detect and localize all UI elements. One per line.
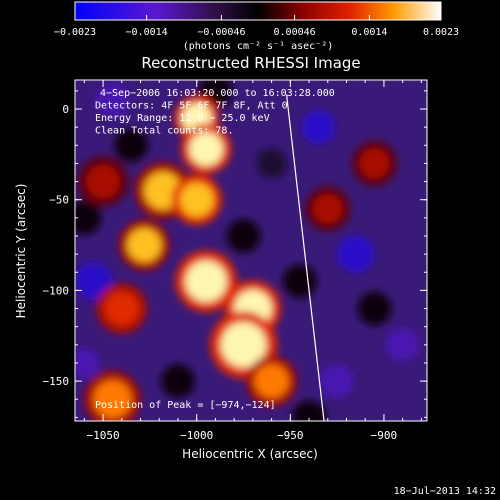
- dark-region: [226, 219, 261, 253]
- colorbar: −0.0023 −0.0014 −0.00046 0.00046 0.0014 0.002…: [54, 1, 459, 52]
- negative-blob: [95, 83, 130, 117]
- colorbar-gradient: [74, 1, 442, 21]
- negative-blob: [75, 262, 113, 301]
- dark-region: [161, 364, 195, 398]
- emission-blob: [185, 260, 227, 302]
- negative-blob: [75, 347, 100, 378]
- y-axis-ticks: 0 −50 −100 −150: [43, 90, 427, 418]
- x-axis-ticks: −1050 −1000 −950 −900: [83, 80, 422, 442]
- y-tick-label: 0: [62, 103, 69, 116]
- emission-blob: [86, 164, 120, 199]
- emission-blob: [127, 228, 162, 262]
- emission-blob: [359, 148, 390, 179]
- y-tick-label: −150: [43, 375, 70, 388]
- colorbar-tick-label: 0.0023: [423, 27, 459, 38]
- dark-region: [357, 291, 392, 326]
- peak-position-label: Position of Peak = [−974,−124]: [95, 400, 276, 411]
- y-tick-label: −100: [43, 284, 70, 297]
- x-tick-label: −950: [277, 429, 304, 442]
- colorbar-tick-label: −0.0014: [126, 27, 168, 38]
- x-axis-label: Heliocentric X (arcsec): [182, 447, 318, 461]
- negative-blob: [337, 235, 375, 273]
- x-tick-label: −900: [371, 429, 398, 442]
- plot-frame: [74, 79, 428, 422]
- colorbar-tick-label: −0.0023: [54, 27, 96, 38]
- colorbar-tick-label: 0.0014: [351, 27, 387, 38]
- dark-region: [292, 400, 326, 421]
- colorbar-tick-label: −0.00046: [197, 27, 245, 38]
- emission-blob: [254, 364, 289, 398]
- colorbar-tick-label: 0.00046: [274, 27, 316, 38]
- emission-blob: [189, 132, 223, 166]
- x-tick-label: −1000: [180, 429, 213, 442]
- x-tick-label: −1050: [87, 429, 120, 442]
- annotation-line: Detectors: 4F 5F 6F 7F 8F, Att 0: [95, 101, 288, 112]
- emission-blob: [221, 322, 266, 368]
- negative-blob: [320, 364, 354, 398]
- annotation-line: Clean Total counts: 78.: [95, 126, 233, 137]
- colorbar-ticks: −0.0023 −0.0014 −0.00046 0.00046 0.0014 0.002…: [54, 15, 459, 38]
- footer-date: 18−Jul−2013 14:32: [394, 486, 496, 497]
- annotation-line: Energy Range: 12.0 − 25.0 keV: [95, 113, 270, 124]
- emission-blob: [312, 193, 343, 224]
- negative-blob: [256, 148, 287, 179]
- negative-blob: [385, 327, 420, 362]
- negative-blob: [301, 110, 336, 145]
- emission-blob: [179, 182, 214, 217]
- colorbar-units: (photons cm⁻² s⁻¹ asec⁻²): [183, 41, 334, 52]
- emission-blob: [104, 291, 139, 326]
- image-area: [75, 80, 427, 421]
- solar-limb-line: [285, 94, 325, 421]
- y-tick-label: −50: [49, 194, 69, 207]
- intensity-blobs: [75, 80, 420, 421]
- y-axis-label: Heliocentric Y (arcsec): [14, 184, 28, 319]
- dark-region: [282, 264, 317, 299]
- dark-region: [75, 201, 102, 235]
- dark-region: [114, 128, 149, 163]
- annotation-line: 4−Sep−2006 16:03:20.000 to 16:03:28.000: [100, 88, 335, 99]
- image-annotations: 4−Sep−2006 16:03:20.000 to 16:03:28.000 D…: [95, 88, 335, 137]
- chart-title: Reconstructed RHESSI Image: [141, 54, 360, 72]
- emission-blob: [93, 380, 132, 418]
